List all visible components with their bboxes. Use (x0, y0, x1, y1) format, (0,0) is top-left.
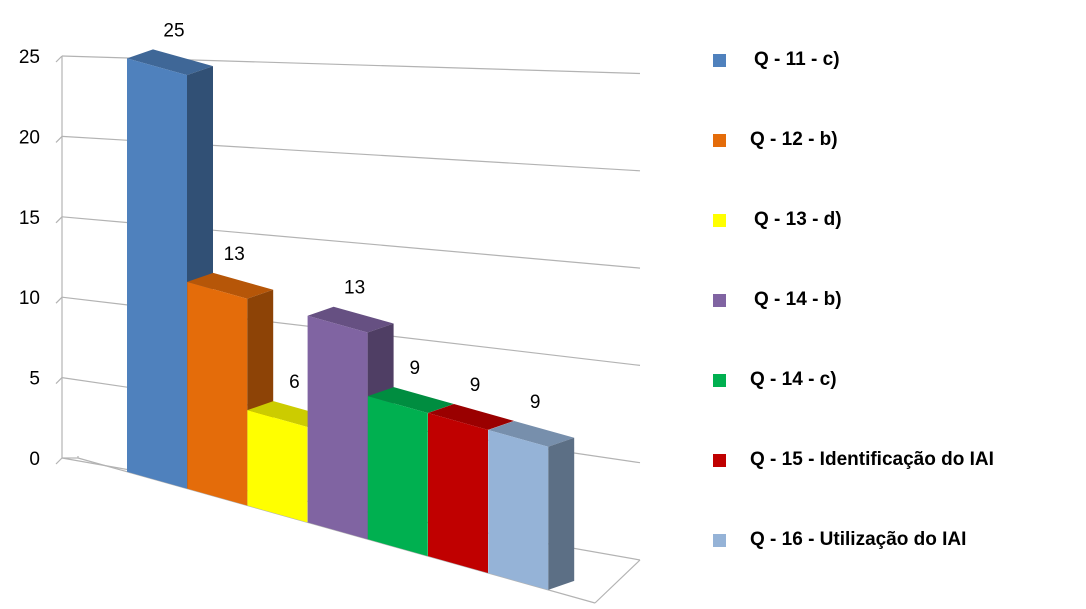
y-tick-label: 15 (19, 208, 40, 229)
legend-swatch (713, 453, 726, 467)
bar-top (307, 306, 394, 333)
bar-top (127, 49, 213, 76)
legend-label: Q - 11 - c) (754, 49, 840, 70)
bar-top (488, 420, 575, 447)
bar-front (247, 410, 308, 523)
gridline-side (55, 55, 63, 63)
gridline-side (55, 377, 63, 385)
data-label: 9 (470, 375, 481, 396)
legend-item: Q - 13 - d) (713, 208, 842, 232)
bar (367, 387, 454, 557)
gridline-side (55, 216, 63, 224)
legend-item: Q - 15 - Identificação do IAI (713, 448, 994, 472)
bar-top (428, 404, 514, 430)
gridline-side (55, 135, 63, 143)
y-tick-label: 25 (19, 47, 40, 68)
bar (187, 272, 274, 506)
legend-label: Q - 15 - Identificação do IAI (750, 449, 994, 470)
gridline-side (55, 457, 63, 465)
data-label: 25 (163, 20, 184, 41)
data-label: 13 (224, 244, 245, 265)
data-label: 6 (289, 372, 300, 393)
bar-front (428, 413, 488, 573)
data-label: 13 (344, 278, 365, 299)
bar-top (187, 272, 274, 299)
bar-front (307, 315, 368, 540)
gridline-side (55, 296, 63, 304)
bar-side (548, 437, 575, 590)
legend-item: Q - 16 - Utilização do IAI (713, 528, 966, 552)
data-label: 9 (530, 392, 541, 413)
bar-front (127, 58, 187, 489)
legend-item: Q - 14 - b) (713, 288, 842, 312)
y-tick-label: 0 (29, 449, 40, 470)
legend-item: Q - 14 - c) (713, 368, 837, 392)
legend-label: Q - 14 - c) (750, 369, 837, 390)
legend-swatch (713, 213, 726, 227)
bars (127, 49, 575, 590)
bar (488, 420, 575, 590)
bar-front (488, 429, 549, 590)
legend-item: Q - 11 - c) (713, 48, 840, 72)
legend-label: Q - 13 - d) (754, 209, 842, 230)
bar-front (367, 396, 428, 557)
legend-swatch (713, 533, 726, 547)
legend-label: Q - 12 - b) (750, 129, 838, 150)
legend-swatch (713, 53, 726, 67)
legend-swatch (713, 373, 726, 387)
legend-swatch (713, 133, 726, 147)
y-axis-ticks: 0 5 10 15 20 25 (19, 47, 40, 470)
legend-label: Q - 14 - b) (754, 289, 842, 310)
data-label: 9 (410, 358, 421, 379)
data-labels: 25 13 6 13 9 9 9 (163, 20, 540, 413)
y-tick-label: 10 (19, 288, 40, 309)
y-tick-label: 5 (29, 369, 40, 390)
y-tick-label: 20 (19, 127, 40, 148)
bar-front (187, 281, 248, 506)
legend-item: Q - 12 - b) (713, 128, 838, 152)
floor-right-edge (594, 559, 641, 604)
legend-label: Q - 16 - Utilização do IAI (750, 529, 967, 550)
legend-swatch (713, 293, 726, 307)
bar-top (367, 387, 454, 414)
bar (428, 404, 514, 573)
